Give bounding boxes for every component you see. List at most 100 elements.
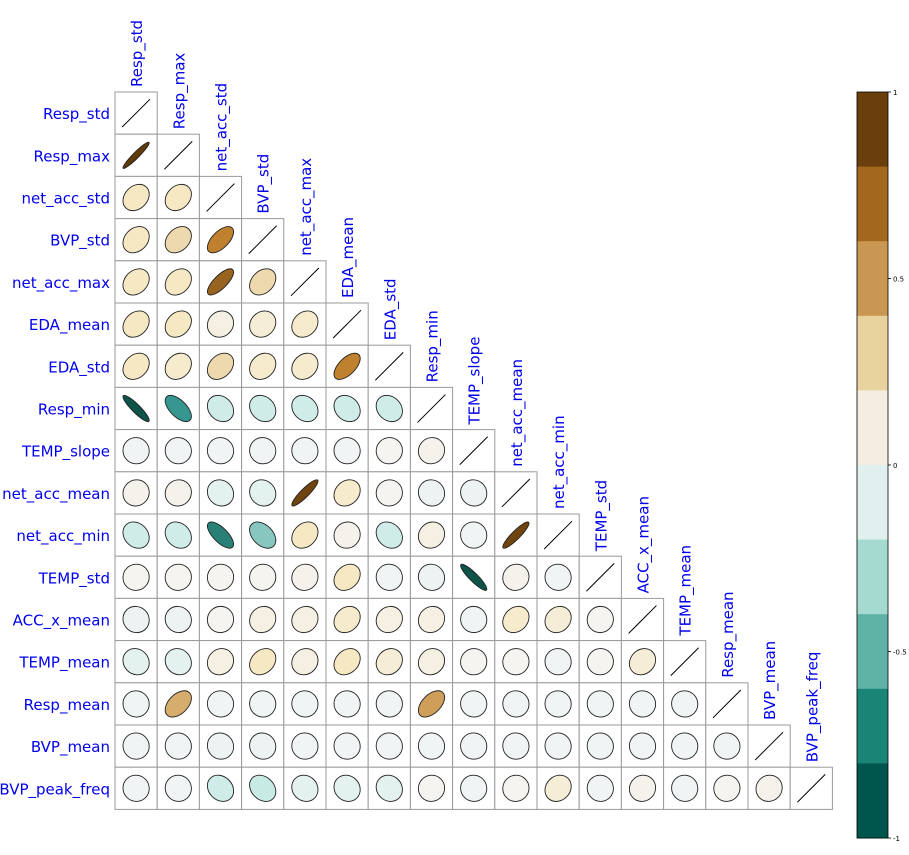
correlation-ellipse (291, 394, 319, 423)
column-label: Resp_std (128, 20, 147, 87)
correlation-ellipse (164, 268, 192, 296)
correlation-ellipse (375, 774, 403, 802)
row-label: TEMP_slope (21, 443, 110, 462)
column-label: Resp_min (424, 310, 443, 382)
column-label: TEMP_slope (466, 337, 485, 426)
correlation-ellipse (122, 774, 150, 802)
correlation-ellipse (206, 352, 235, 380)
correlation-ellipse (291, 521, 319, 549)
correlation-ellipse (164, 394, 192, 423)
diagonal-line (712, 689, 742, 719)
correlation-ellipse (333, 732, 361, 760)
colorbar-band (857, 465, 888, 541)
correlation-ellipse (206, 605, 235, 634)
correlation-ellipse (713, 774, 741, 802)
column-label: ACC_x_mean (635, 496, 654, 593)
correlation-ellipse (333, 605, 361, 634)
correlation-ellipse (291, 563, 319, 591)
correlation-ellipse (122, 310, 150, 338)
correlation-ellipse (206, 774, 235, 802)
correlation-ellipse (375, 521, 403, 549)
correlation-ellipse (375, 394, 403, 423)
correlation-ellipse (586, 774, 614, 802)
correlation-ellipse (206, 394, 235, 423)
correlation-ellipse (164, 352, 192, 380)
row-label: EDA_mean (29, 316, 110, 335)
correlation-ellipse (291, 479, 319, 507)
correlation-ellipse (671, 690, 699, 718)
correlation-ellipse (628, 690, 657, 718)
row-label: Resp_max (34, 147, 111, 166)
correlation-ellipse (122, 437, 150, 465)
correlation-ellipse (586, 690, 614, 718)
correlation-ellipse (206, 310, 235, 338)
matrix-cell (494, 682, 538, 726)
row-labels: Resp_std Resp_max net_acc_std BVP_std net_ac… (0, 105, 110, 799)
correlation-ellipse (122, 521, 150, 549)
correlation-ellipse (249, 437, 277, 465)
correlation-ellipse (164, 563, 192, 591)
correlation-ellipse (164, 183, 192, 212)
column-label: BVP_peak_freq (803, 652, 822, 763)
column-label: EDA_mean (339, 217, 358, 298)
correlation-ellipse (164, 310, 192, 338)
colorbar-tick-label: -1 (893, 835, 900, 843)
diagonal-line (543, 520, 573, 550)
diagonal-line (628, 605, 657, 634)
matrix-cell (620, 724, 665, 768)
correlation-ellipse (333, 690, 361, 718)
correlation-ellipse (291, 690, 319, 718)
correlation-ellipse (333, 394, 361, 423)
correlation-ellipse (544, 563, 572, 591)
correlation-ellipse (206, 268, 235, 296)
correlation-ellipse (122, 732, 150, 760)
correlation-ellipse (544, 690, 572, 718)
correlation-ellipse (206, 226, 235, 254)
correlation-ellipse (164, 226, 192, 254)
correlation-ellipse (417, 732, 446, 760)
correlation-ellipse (249, 479, 277, 507)
correlation-ellipse (249, 563, 277, 591)
colorbar-tick-label: 0 (893, 462, 897, 470)
correlation-ellipse (206, 437, 235, 465)
correlation-ellipse (206, 479, 235, 507)
correlation-ellipse (460, 774, 488, 802)
correlation-ellipse (417, 521, 446, 549)
matrix-cells (114, 91, 833, 810)
diagonal-line (586, 563, 615, 592)
correlation-ellipse (206, 732, 235, 760)
correlation-ellipse (460, 690, 488, 718)
correlation-ellipse (502, 521, 530, 549)
correlation-ellipse (375, 437, 403, 465)
colorbar-band (857, 614, 888, 690)
row-label: ACC_x_mean (13, 612, 110, 631)
row-label: EDA_std (48, 358, 110, 377)
correlation-ellipse (164, 732, 192, 760)
correlation-ellipse (460, 521, 488, 549)
correlation-ellipse (417, 605, 446, 634)
correlation-ellipse (460, 605, 488, 634)
colorbar-band (857, 92, 888, 168)
row-label: net_acc_min (16, 527, 110, 546)
colorbar-band (857, 390, 888, 466)
correlation-ellipse (417, 437, 446, 465)
row-label: Resp_std (43, 105, 110, 124)
correlation-ellipse (291, 352, 319, 380)
correlation-ellipse (291, 774, 319, 802)
row-label: Resp_min (38, 401, 110, 420)
correlation-ellipse (544, 605, 572, 634)
colorbar-tick-label: -0.5 (893, 649, 907, 657)
correlation-ellipse (671, 774, 699, 802)
row-label: BVP_std (50, 232, 110, 251)
correlation-ellipse (122, 690, 150, 718)
correlation-ellipse (544, 774, 572, 802)
diagonal-line (248, 225, 277, 254)
correlation-ellipse (164, 690, 192, 718)
correlation-ellipse (460, 648, 488, 676)
correlation-ellipse (164, 605, 192, 634)
correlation-ellipse (375, 563, 403, 591)
correlation-ellipse (122, 183, 150, 212)
column-label: net_acc_min (550, 415, 569, 509)
correlation-ellipse (333, 648, 361, 676)
